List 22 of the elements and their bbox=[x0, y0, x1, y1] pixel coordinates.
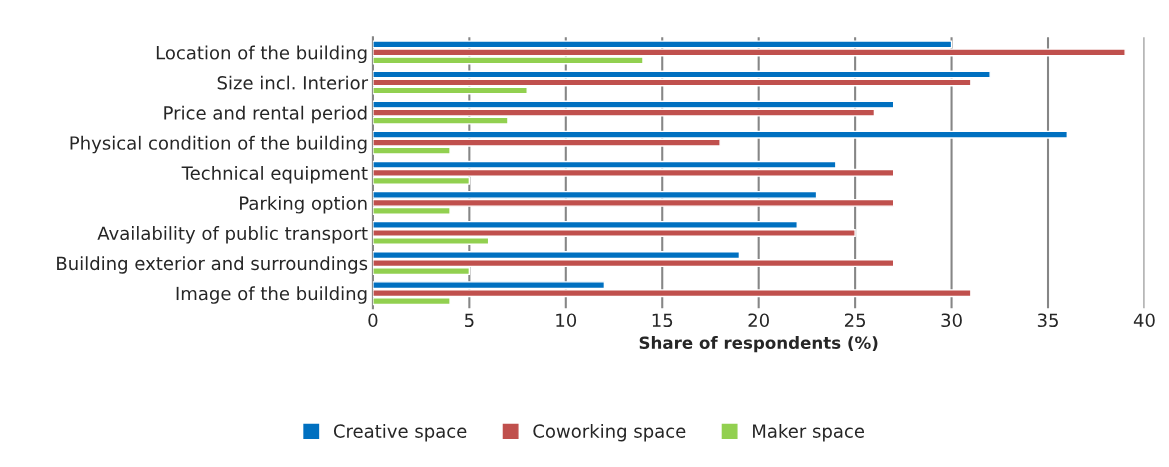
y-tick-label: Technical equipment bbox=[181, 165, 368, 184]
y-tick-label: Size incl. Interior bbox=[217, 75, 369, 90]
x-tick-label: 25 bbox=[844, 313, 866, 328]
x-tick-label: 5 bbox=[465, 313, 474, 328]
legend-label: Maker space bbox=[753, 423, 865, 442]
x-tick-label: 40 bbox=[1133, 313, 1155, 328]
y-tick-label: Building exterior and surroundings bbox=[57, 256, 368, 274]
x-tick-label: 0 bbox=[368, 313, 378, 328]
x-tick-label: 10 bbox=[556, 313, 577, 328]
y-tick-label: Availability of public transport bbox=[97, 226, 368, 244]
legend-label: Coworking space bbox=[533, 423, 686, 442]
y-tick-label: Image of the building bbox=[176, 286, 367, 304]
x-axis-title: Share of respondents (%) bbox=[639, 336, 878, 353]
x-tick-label: 20 bbox=[748, 313, 769, 328]
y-tick-label: Physical condition of the building bbox=[70, 135, 367, 154]
x-tick-label: 35 bbox=[1037, 313, 1058, 328]
x-tick-label: 30 bbox=[941, 313, 962, 328]
y-tick-label: Location of the building bbox=[156, 45, 367, 64]
legend-label: Creative space bbox=[333, 423, 467, 442]
x-tick-label: 15 bbox=[652, 313, 673, 328]
y-tick-label: Price and rental period bbox=[164, 105, 367, 124]
y-tick-label: Parking option bbox=[240, 196, 367, 214]
